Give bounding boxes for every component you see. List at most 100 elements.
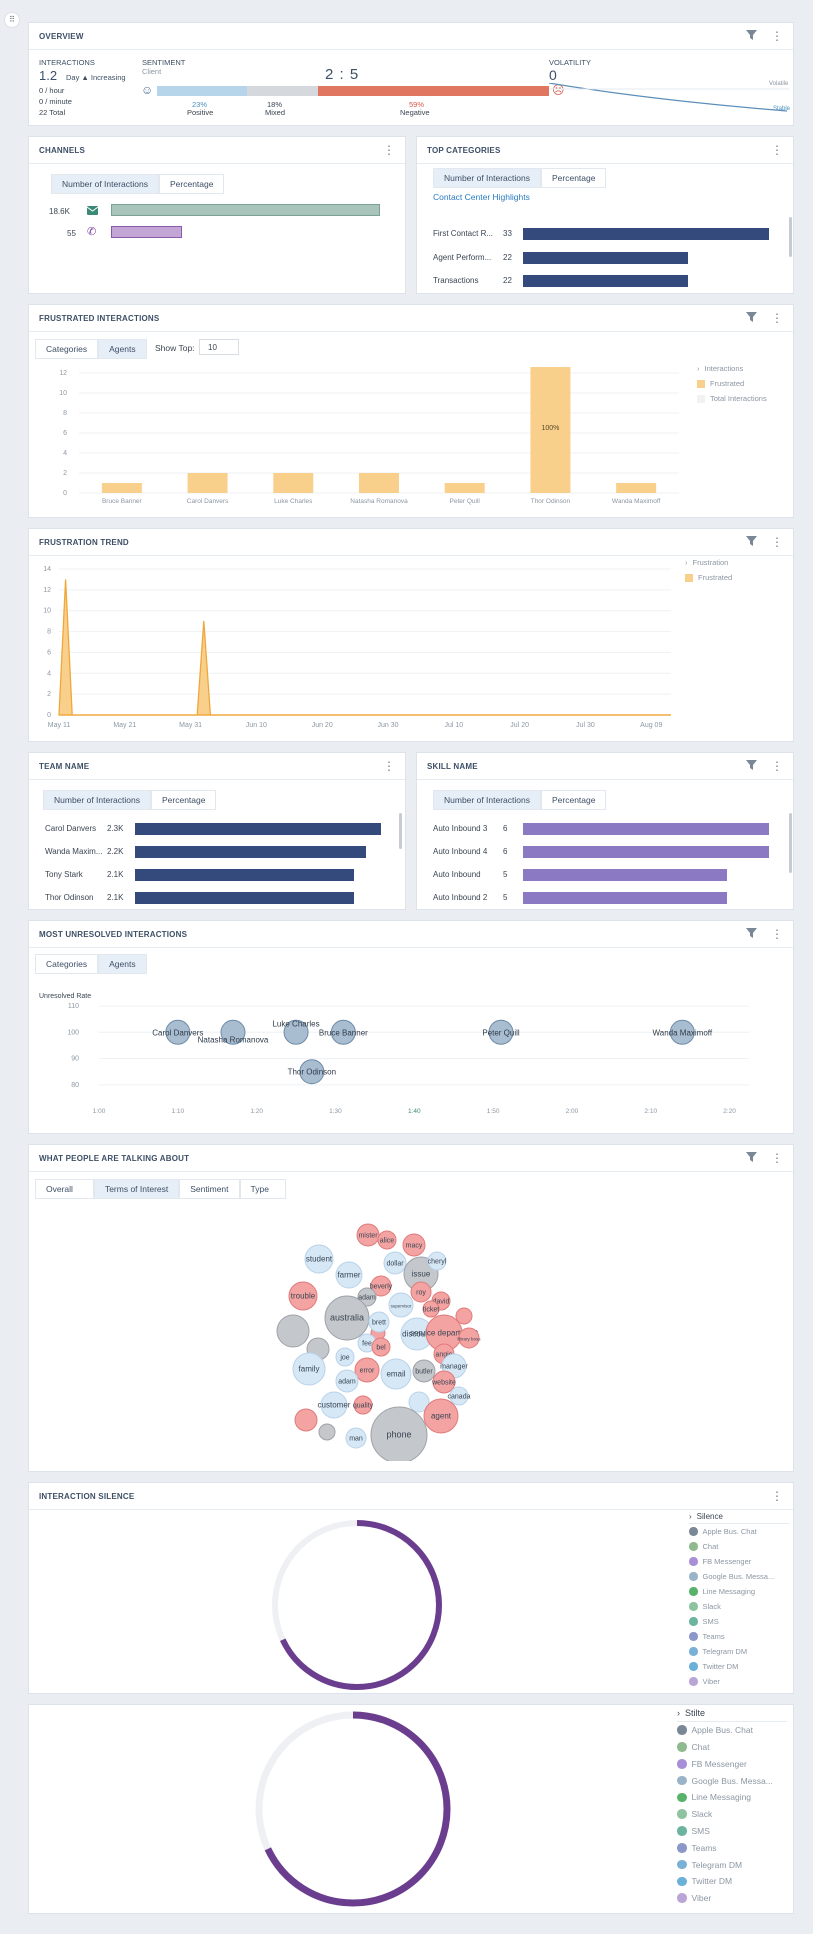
legend-item-frustrated[interactable]: Frustrated xyxy=(685,570,732,585)
tab-agents[interactable]: Agents xyxy=(98,339,147,359)
legend-item[interactable]: Chat xyxy=(689,1539,789,1554)
tab-type[interactable]: Type xyxy=(239,1179,286,1199)
row-bar[interactable] xyxy=(135,823,381,835)
legend-item[interactable]: Apple Bus. Chat xyxy=(689,1524,789,1539)
more-menu-icon[interactable]: ⋮ xyxy=(383,759,395,773)
row-bar[interactable] xyxy=(523,846,769,858)
tab-overall[interactable]: Overall xyxy=(35,1179,94,1199)
legend-item-total[interactable]: Total Interactions xyxy=(697,391,767,406)
legend-title[interactable]: › Silence xyxy=(689,1509,789,1524)
more-menu-icon[interactable]: ⋮ xyxy=(771,759,783,773)
legend-item[interactable]: Telegram DM xyxy=(689,1644,789,1659)
tab-categories[interactable]: Categories xyxy=(35,954,99,974)
legend-item[interactable]: Viber xyxy=(677,1890,787,1907)
more-menu-icon[interactable]: ⋮ xyxy=(383,143,395,157)
row-bar[interactable] xyxy=(523,869,728,881)
tab-number-of-interactions[interactable]: Number of Interactions xyxy=(51,174,159,194)
more-menu-icon[interactable]: ⋮ xyxy=(771,1489,783,1503)
legend-item[interactable]: Line Messaging xyxy=(689,1584,789,1599)
legend-title[interactable]: › Frustration xyxy=(685,558,729,567)
panel-title: FRUSTRATION TREND xyxy=(39,537,129,547)
channel-phone-bar[interactable] xyxy=(111,226,182,238)
more-menu-icon[interactable]: ⋮ xyxy=(771,29,783,43)
row-bar[interactable] xyxy=(135,869,354,881)
more-menu-icon[interactable]: ⋮ xyxy=(771,311,783,325)
legend-item[interactable]: FB Messenger xyxy=(677,1755,787,1772)
legend-item[interactable]: Apple Bus. Chat xyxy=(677,1722,787,1739)
filter-icon[interactable] xyxy=(746,759,757,773)
bubble-label: macy xyxy=(406,1243,423,1250)
more-menu-icon[interactable]: ⋮ xyxy=(771,535,783,549)
tab-percentage[interactable]: Percentage xyxy=(158,174,225,194)
legend-item[interactable]: Teams xyxy=(677,1839,787,1856)
skill-tabs: Number of Interactions Percentage xyxy=(433,790,607,810)
category-bar[interactable] xyxy=(523,252,688,264)
legend-item[interactable]: FB Messenger xyxy=(689,1554,789,1569)
filter-icon[interactable] xyxy=(746,1151,757,1165)
legend-title[interactable]: › Interactions xyxy=(697,364,744,373)
category-bar[interactable] xyxy=(523,275,688,287)
mixed-pct: 18% xyxy=(267,100,283,109)
x-tick-label: May 21 xyxy=(113,722,136,729)
scatter-point xyxy=(488,1019,514,1045)
legend-item[interactable]: Slack xyxy=(689,1599,789,1614)
frustration-trend-panel: FRUSTRATION TREND ⋮ 0 2 4 6 8 10 12 14 May 11 May… xyxy=(28,528,794,742)
tab-percentage[interactable]: Percentage xyxy=(540,790,607,810)
contact-center-highlights-link[interactable]: Contact Center Highlights xyxy=(433,192,530,202)
tab-number-of-interactions[interactable]: Number of Interactions xyxy=(433,168,541,188)
tab-number-of-interactions[interactable]: Number of Interactions xyxy=(43,790,151,810)
legend-label: Total Interactions xyxy=(710,394,767,403)
tab-percentage[interactable]: Percentage xyxy=(540,168,607,188)
legend-item[interactable]: Chat xyxy=(677,1739,787,1756)
scrollbar[interactable] xyxy=(789,813,792,873)
bubble xyxy=(412,1359,436,1383)
row-label: Auto Inbound 2 xyxy=(433,893,488,902)
scrollbar[interactable] xyxy=(399,813,402,849)
more-menu-icon[interactable]: ⋮ xyxy=(771,1151,783,1165)
legend-title[interactable]: › Stilte xyxy=(677,1705,787,1722)
legend-item[interactable]: Twitter DM xyxy=(677,1873,787,1890)
show-top-input[interactable]: 10 xyxy=(199,339,239,355)
filter-icon[interactable] xyxy=(746,535,757,549)
legend-item[interactable]: Slack xyxy=(677,1806,787,1823)
bubble-label: angie xyxy=(435,1352,452,1359)
row-bar[interactable] xyxy=(135,846,367,858)
tab-agents[interactable]: Agents xyxy=(98,954,147,974)
tab-sentiment[interactable]: Sentiment xyxy=(179,1179,240,1199)
negative-pct: 59% xyxy=(409,100,425,109)
tab-terms-of-interest[interactable]: Terms of Interest xyxy=(93,1179,180,1199)
legend-item[interactable]: SMS xyxy=(677,1823,787,1840)
apps-menu-icon[interactable]: ⠿ xyxy=(4,12,20,28)
legend-item[interactable]: Telegram DM xyxy=(677,1856,787,1873)
tab-percentage[interactable]: Percentage xyxy=(150,790,217,810)
legend-item[interactable]: Teams xyxy=(689,1629,789,1644)
legend-item[interactable]: Viber xyxy=(689,1674,789,1689)
legend-item[interactable]: Google Bus. Messa... xyxy=(677,1772,787,1789)
y-tick-label: 0 xyxy=(63,490,67,497)
more-menu-icon[interactable]: ⋮ xyxy=(771,927,783,941)
legend-item[interactable]: Google Bus. Messa... xyxy=(689,1569,789,1584)
legend-item[interactable]: SMS xyxy=(689,1614,789,1629)
legend-item[interactable]: Twitter DM xyxy=(689,1659,789,1674)
more-menu-icon[interactable]: ⋮ xyxy=(771,143,783,157)
legend-item-frustrated[interactable]: Frustrated xyxy=(697,376,767,391)
tab-categories[interactable]: Categories xyxy=(35,339,99,359)
panel-title: WHAT PEOPLE ARE TALKING ABOUT xyxy=(39,1153,190,1163)
y-tick-label: 110 xyxy=(68,1003,79,1010)
category-bar[interactable] xyxy=(523,228,769,240)
channel-email-bar[interactable] xyxy=(111,204,381,216)
row-bar[interactable] xyxy=(523,823,769,835)
row-bar[interactable] xyxy=(135,892,354,904)
filter-icon[interactable] xyxy=(746,927,757,941)
filter-icon[interactable] xyxy=(746,311,757,325)
x-tick-label: Peter Quill xyxy=(450,498,481,505)
tab-number-of-interactions[interactable]: Number of Interactions xyxy=(433,790,541,810)
bubble-label: customer xyxy=(318,1401,351,1410)
y-tick-label: 4 xyxy=(63,450,67,457)
scrollbar[interactable] xyxy=(789,217,792,257)
legend-item[interactable]: Line Messaging xyxy=(677,1789,787,1806)
row-bar[interactable] xyxy=(523,892,728,904)
row-value: 2.1K xyxy=(107,893,124,902)
filter-icon[interactable] xyxy=(746,29,757,43)
frustrated-header: FRUSTRATED INTERACTIONS ⋮ xyxy=(29,305,793,332)
